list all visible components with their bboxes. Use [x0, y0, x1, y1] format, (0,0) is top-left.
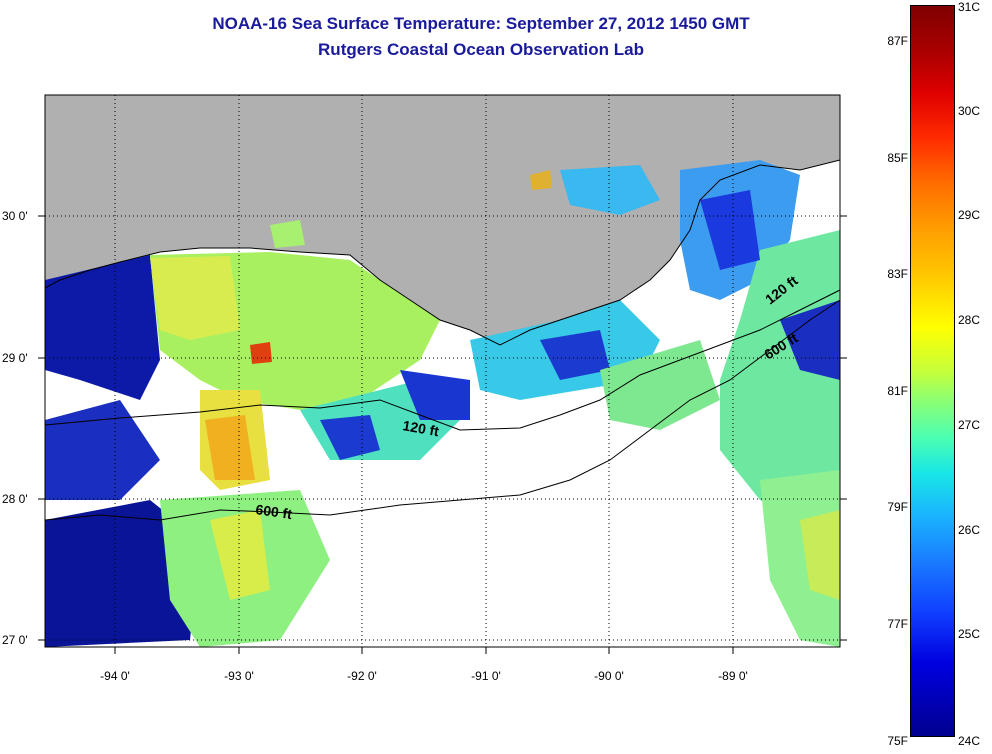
contour-label-120ft-west: 120 ft	[401, 417, 440, 439]
lat-label-29: 29 0'	[2, 351, 28, 365]
colorbar-f-75: 75F	[887, 734, 908, 748]
colorbar-f-81: 81F	[887, 384, 908, 398]
lon-label-93: -93 0'	[224, 669, 254, 683]
colorbar-f-83: 83F	[887, 267, 908, 281]
colorbar-c-25: 25C	[958, 627, 981, 641]
map-title: NOAA-16 Sea Surface Temperature: Septemb…	[212, 14, 750, 33]
lon-label-94: -94 0'	[100, 669, 130, 683]
colorbar-f-87: 87F	[887, 34, 908, 48]
lat-label-30: 30 0'	[2, 209, 28, 223]
lon-label-90: -90 0'	[594, 669, 624, 683]
lat-label-27: 27 0'	[2, 633, 28, 647]
colorbar-c-27: 27C	[958, 418, 981, 432]
contour-label-600ft-west: 600 ft	[255, 501, 294, 522]
colorbar-c-29: 29C	[958, 208, 981, 222]
colorbar-f-79: 79F	[887, 500, 908, 514]
colorbar-c-31: 31C	[958, 0, 981, 14]
contour-600ft	[44, 299, 841, 521]
map-subtitle: Rutgers Coastal Ocean Observation Lab	[318, 40, 644, 59]
lon-label-91: -91 0'	[471, 669, 501, 683]
colorbar-f-85: 85F	[887, 151, 908, 165]
temperature-colorbar	[910, 5, 955, 737]
colorbar-c-26: 26C	[958, 523, 981, 537]
colorbar-c-24: 24C	[958, 734, 981, 748]
axis-ticks	[38, 215, 847, 654]
coastline	[44, 159, 841, 346]
map-frame	[44, 94, 841, 648]
colorbar-c-30: 30C	[958, 104, 981, 118]
lon-label-92: -92 0'	[347, 669, 377, 683]
colorbar-c-28: 28C	[958, 313, 981, 327]
sst-field	[45, 95, 840, 647]
colorbar-f-77: 77F	[887, 617, 908, 631]
lat-label-28: 28 0'	[2, 492, 28, 506]
lon-label-89: -89 0'	[718, 669, 748, 683]
graticule	[45, 95, 840, 647]
land-mass	[45, 95, 840, 345]
